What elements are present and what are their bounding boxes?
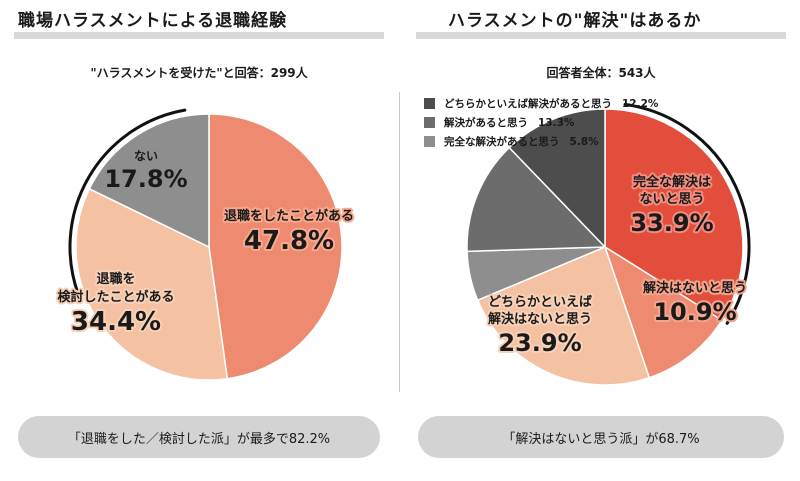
legend-label: 完全な解決があると思う — [444, 136, 560, 148]
right-label-no-solution: 解決はないと思う 10.9% — [642, 280, 747, 326]
left-title: 職場ハラスメントによる退職経験 — [18, 11, 288, 31]
legend-label: 解決があると思う — [444, 117, 528, 129]
right-title-bar — [416, 32, 786, 39]
left-pie-chart: 退職をしたことがある 47.8% 退職を検討したことがある 34.4% ない 17.8% — [55, 108, 356, 381]
left-label-none: ない 17.8% — [104, 149, 187, 193]
left-label-considered: 退職を検討したことがある 34.4% — [57, 271, 174, 337]
legend-item: 解決があると思う 13.3% — [424, 113, 658, 132]
right-label-no-full-solution: 完全な解決はないと思う 33.9% — [630, 174, 713, 237]
pie-slice-0 — [604, 108, 744, 322]
right-subtitle: 回答者全体：543人 — [546, 66, 656, 80]
right-label-rather-no-solution: どちらかといえば解決はないと思う 23.9% — [487, 295, 592, 357]
pie-slice-2 — [88, 113, 210, 249]
right-footer: 「解決はないと思う派」が68.7% — [418, 416, 784, 458]
legend-swatch — [424, 117, 435, 128]
panel-divider — [399, 92, 400, 392]
legend-item: 完全な解決があると思う 5.8% — [424, 132, 658, 151]
pie-slice-0 — [208, 113, 343, 380]
right-outer-arc — [623, 102, 751, 325]
right-pie-chart: 完全な解決はないと思う 33.9% 解決はないと思う 10.9% どちらかといえば解決は… — [466, 102, 751, 386]
pie-slice-1 — [75, 187, 229, 381]
left-outer-arc — [68, 108, 187, 297]
legend-swatch — [424, 98, 435, 109]
legend-value: 12.2% — [622, 97, 659, 110]
right-legend: どちらかといえば解決があると思う 12.2% 解決があると思う 13.3% 完全… — [424, 94, 658, 151]
left-label-resigned: 退職をしたことがある 47.8% — [224, 208, 354, 256]
pie-slice-5 — [508, 108, 606, 249]
legend-value: 13.3% — [538, 116, 575, 129]
right-panel: ハラスメントの"解決"はあるか 回答者全体：543人 完全な解決はないと思う 33… — [402, 0, 800, 481]
pie-slice-1 — [603, 245, 724, 379]
pie-slice-2 — [476, 245, 651, 386]
left-subtitle: "ハラスメントを受けた"と回答：299人 — [90, 66, 308, 80]
left-title-bar — [14, 32, 384, 39]
pie-slice-4 — [466, 146, 607, 253]
left-footer: 「退職をした／検討した派」が最多で82.2% — [18, 416, 380, 458]
legend-value: 5.8% — [569, 135, 599, 148]
right-title: ハラスメントの"解決"はあるか — [448, 11, 702, 31]
legend-swatch — [424, 136, 435, 147]
legend-item: どちらかといえば解決があると思う 12.2% — [424, 94, 658, 113]
left-panel: 職場ハラスメントによる退職経験 "ハラスメントを受けた"と回答：299人 退職を… — [0, 0, 398, 481]
legend-label: どちらかといえば解決があると思う — [444, 98, 612, 110]
